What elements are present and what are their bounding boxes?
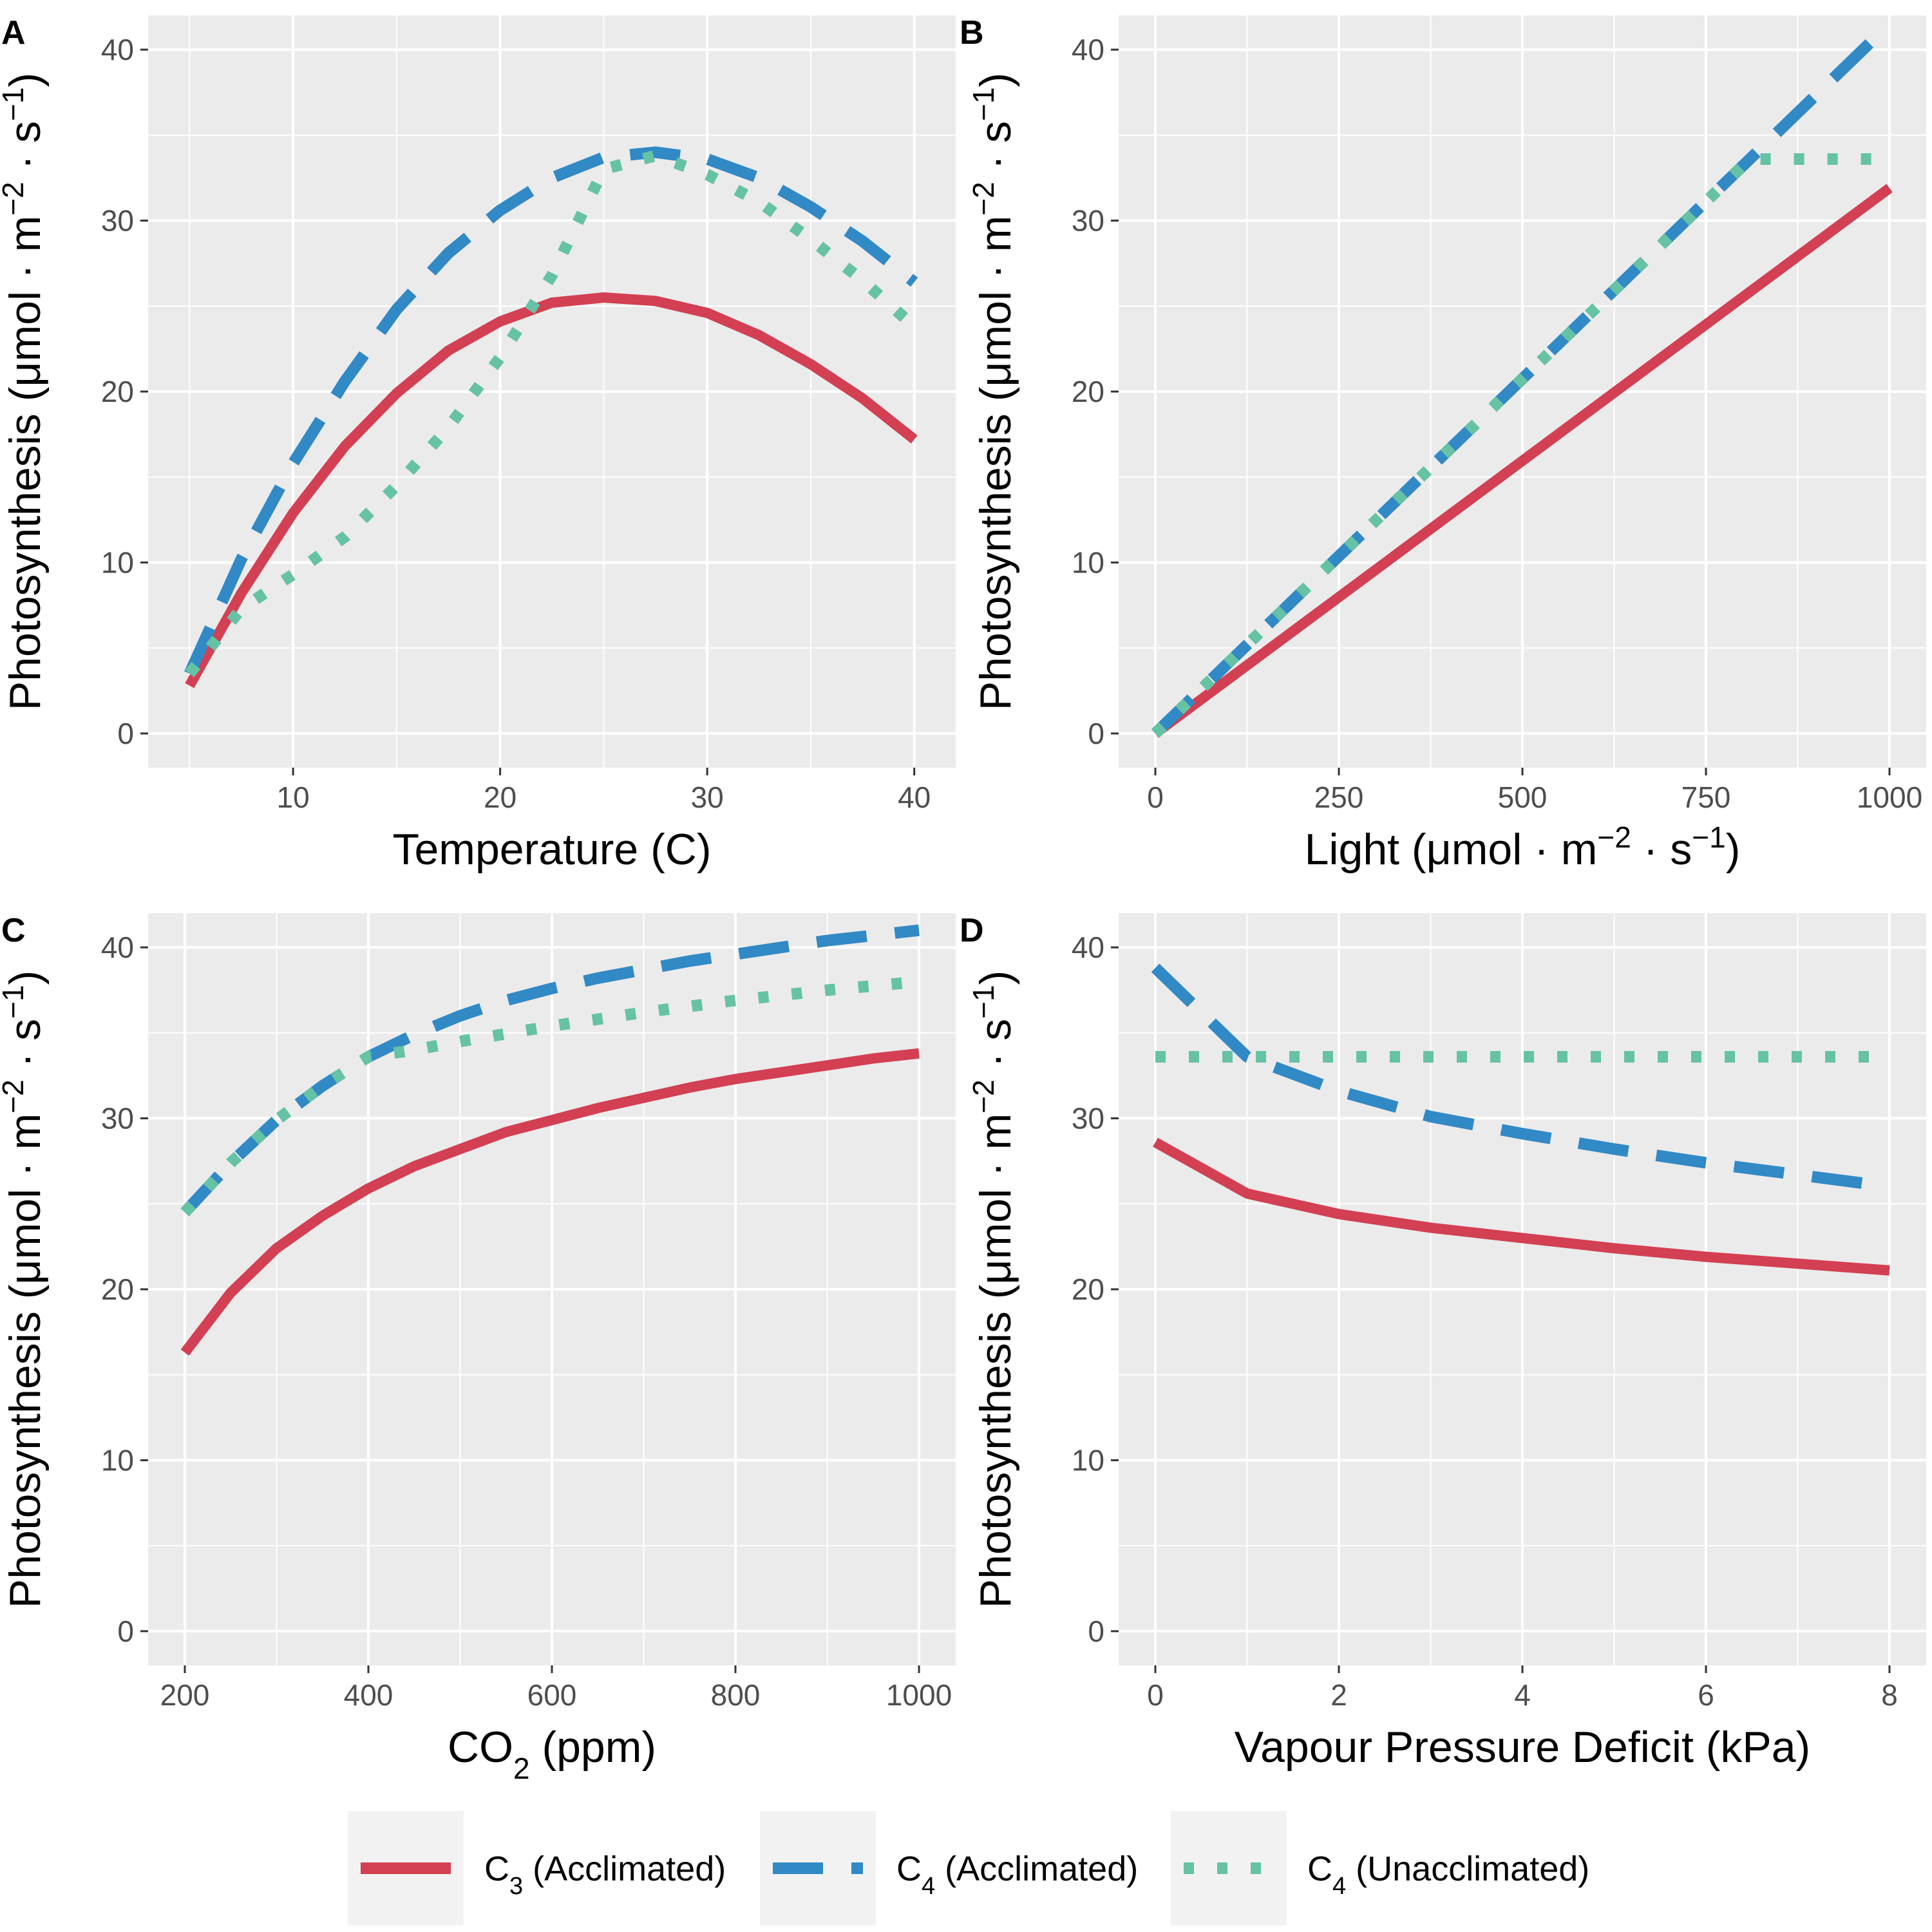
legend-label-c4-unacclimated: C4 (Unacclimated)	[1307, 1850, 1589, 1900]
x-tick-label: 0	[1147, 1678, 1164, 1712]
x-tick-label: 600	[527, 1678, 577, 1712]
series-line-dashed	[184, 146, 918, 676]
x-tick-label: 1000	[1857, 781, 1922, 814]
y-tick-label: 30	[101, 1102, 134, 1135]
y-axis-title: Photosynthesis (μmol · m−2 · s−1)	[967, 971, 1020, 1609]
panel-tag-a: A	[1, 14, 26, 52]
y-tick-label: 30	[1072, 1102, 1104, 1135]
series-line-dashed	[1151, 963, 1891, 1193]
y-tick-label: 10	[101, 545, 134, 579]
series-line-solid	[180, 1048, 920, 1356]
x-tick-label: 1000	[886, 1678, 952, 1712]
chart-panel-d: 0 2 4 6 8 0 10 20 30 40 Vapour Pressure Deficit (k…	[960, 912, 1926, 1772]
series-line-dotted	[1151, 153, 1889, 738]
y-tick-label: 0	[1088, 717, 1104, 750]
chart-panel-b: 0 250 500 750 1000 0 10 20 30 40 Light (μmol · m−2…	[960, 14, 1926, 874]
x-tick-label: 2	[1331, 1678, 1347, 1712]
x-tick-label: 40	[898, 781, 931, 814]
x-tick-label: 20	[484, 781, 516, 814]
y-tick-label: 20	[101, 375, 134, 408]
x-tick-label: 800	[711, 1678, 761, 1712]
y-axis-title: Photosynthesis (μmol · m−2 · s−1)	[0, 73, 50, 711]
legend: C3 (Acclimated) C4 (Acclimated) C4 (Unac…	[348, 1811, 1589, 1926]
chart-panel-c: 200 400 600 800 1000 0 10 20 30 40 CO2 (ppm) Photos…	[0, 912, 956, 1785]
y-axis-title: Photosynthesis (μmol · m−2 · s−1)	[967, 73, 1020, 711]
y-tick-label: 40	[101, 931, 134, 964]
x-tick-label: 10	[276, 781, 309, 814]
series-line-solid	[185, 292, 918, 688]
series-line-solid	[1153, 1137, 1890, 1276]
x-tick-label: 0	[1147, 781, 1164, 814]
legend-label-c4-acclimated: C4 (Acclimated)	[896, 1850, 1138, 1900]
x-tick-label: 200	[160, 1678, 210, 1712]
x-tick-label: 250	[1314, 781, 1364, 814]
legend-label-c3: C3 (Acclimated)	[484, 1850, 726, 1900]
y-tick-label: 0	[117, 717, 134, 750]
series-line-dotted	[185, 149, 918, 677]
y-tick-label: 30	[1072, 204, 1104, 238]
x-tick-label: 30	[691, 781, 724, 814]
x-axis-title: Temperature (C)	[392, 825, 711, 874]
y-tick-label: 30	[101, 204, 134, 238]
y-tick-label: 40	[1072, 931, 1104, 964]
x-axis-title: CO2 (ppm)	[448, 1723, 656, 1785]
panel-tag-b: B	[960, 14, 984, 52]
x-tick-label: 400	[344, 1678, 393, 1712]
y-tick-label: 0	[117, 1615, 134, 1648]
y-tick-label: 40	[1072, 33, 1104, 66]
y-tick-label: 40	[101, 33, 134, 66]
x-axis-title: Vapour Pressure Deficit (kPa)	[1235, 1723, 1810, 1772]
x-tick-label: 6	[1698, 1678, 1714, 1712]
panel-tag-d: D	[960, 912, 984, 949]
x-tick-label: 750	[1681, 781, 1731, 814]
y-tick-label: 10	[1072, 545, 1104, 579]
x-tick-label: 8	[1881, 1678, 1898, 1712]
y-tick-label: 20	[1072, 375, 1104, 408]
series-line-dotted	[180, 976, 920, 1217]
y-tick-label: 0	[1088, 1615, 1104, 1648]
series-line-solid	[1152, 184, 1893, 738]
y-axis-title: Photosynthesis (μmol · m−2 · s−1)	[0, 971, 50, 1609]
y-tick-label: 20	[101, 1273, 134, 1306]
chart-panel-a: 10 20 30 40 0 10 20 30 40 Temperature (C) Photosyn…	[0, 14, 956, 874]
y-tick-label: 10	[1072, 1443, 1104, 1477]
y-tick-label: 10	[101, 1443, 134, 1477]
x-axis-title: Light (μmol · m−2 · s−1)	[1305, 820, 1741, 874]
x-tick-label: 4	[1514, 1678, 1531, 1712]
x-tick-label: 500	[1498, 781, 1548, 814]
panel-tag-c: C	[1, 912, 26, 949]
y-tick-label: 20	[1072, 1273, 1104, 1306]
